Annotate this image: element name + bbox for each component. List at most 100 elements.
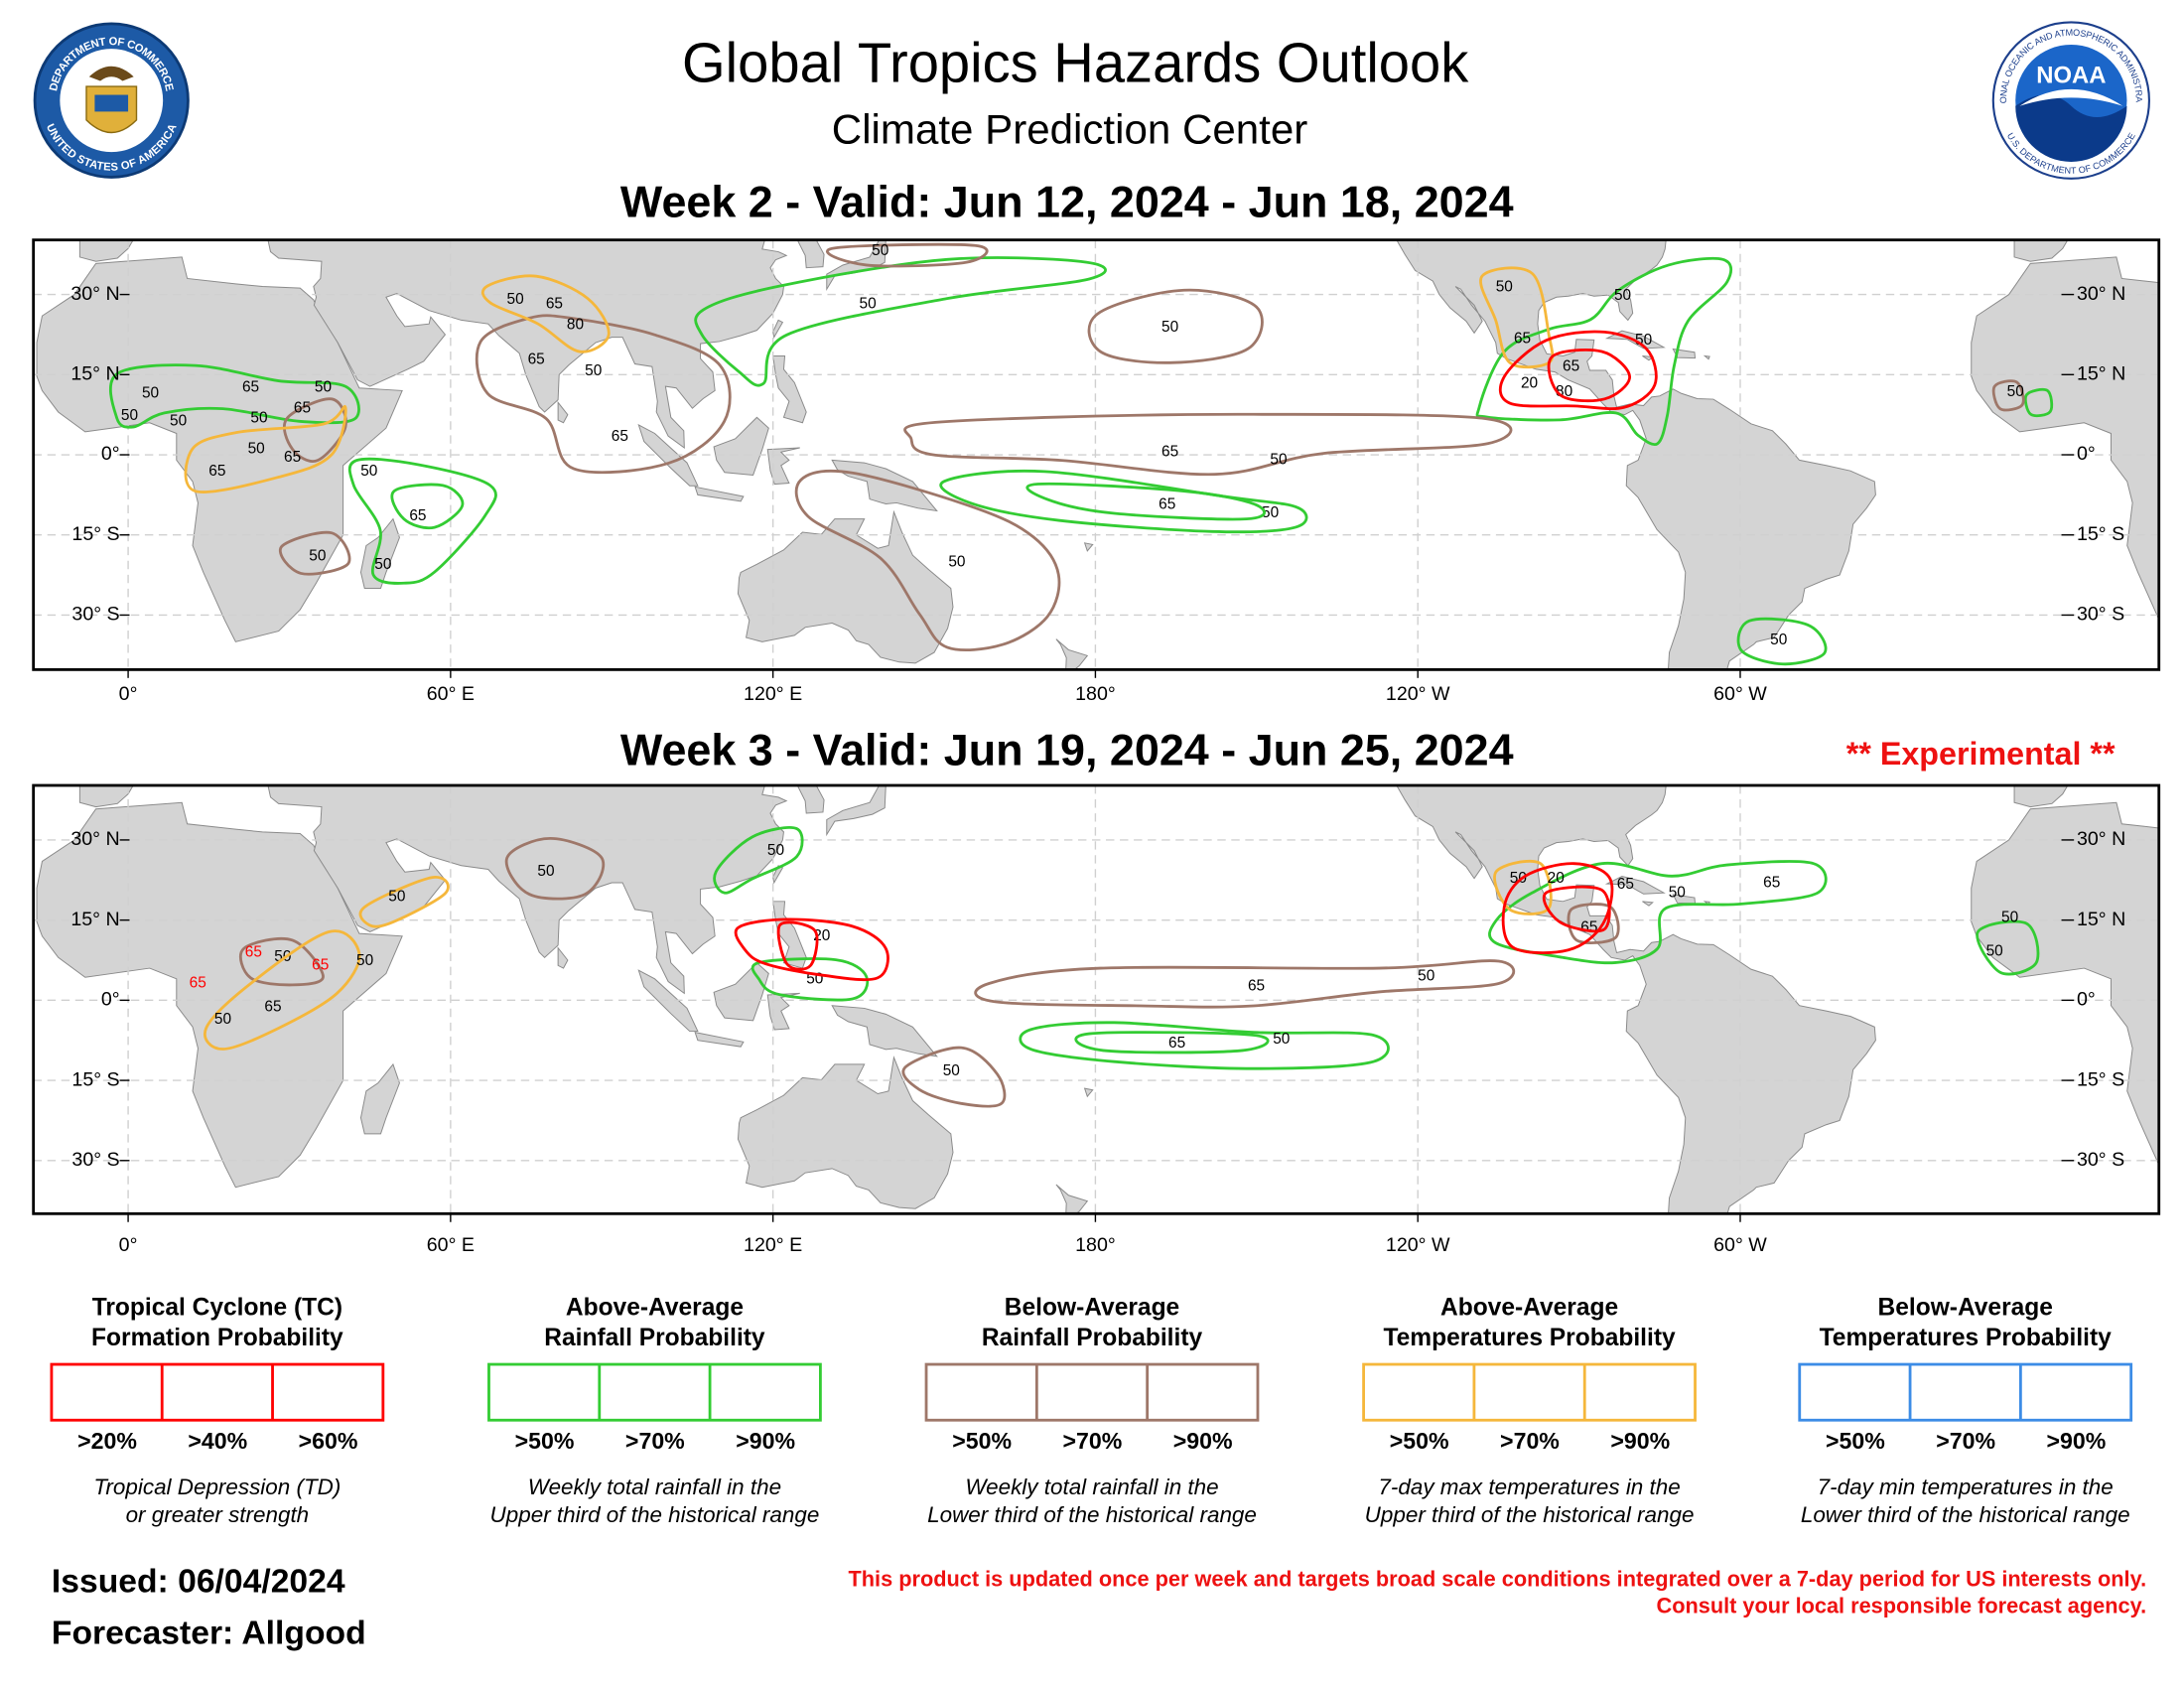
legend-box <box>1798 1362 2133 1422</box>
contour-label: 50 <box>360 463 377 480</box>
legend-level: >70% <box>625 1428 685 1454</box>
legend-description: 7-day max temperatures in the <box>1378 1475 1680 1499</box>
forecaster: Forecaster: Allgood <box>52 1616 366 1652</box>
legend-level: >70% <box>1500 1428 1560 1454</box>
legend-title: Rainfall Probability <box>544 1325 765 1351</box>
contour-label: 50 <box>1496 278 1513 295</box>
contour-label: 50 <box>1614 287 1631 304</box>
contour-label: 50 <box>315 379 332 396</box>
land <box>267 239 788 450</box>
map-title: Week 3 - Valid: Jun 19, 2024 - Jun 25, 2… <box>620 725 1514 775</box>
land <box>772 354 807 424</box>
land <box>1971 801 2159 1167</box>
land <box>737 509 954 664</box>
lon-label: 60° E <box>427 683 475 705</box>
land <box>766 447 800 486</box>
contour-label: 65 <box>245 944 262 961</box>
contour-label: 50 <box>250 410 267 427</box>
contour <box>1475 256 1733 446</box>
seal-ship <box>94 94 129 112</box>
contour <box>1498 330 1658 411</box>
lon-label: 0° <box>119 1234 138 1256</box>
contour <box>358 876 450 928</box>
legend-description: Upper third of the historical range <box>490 1502 820 1527</box>
contour-label: 65 <box>294 400 311 417</box>
lon-label: 60° W <box>1713 683 1767 705</box>
contour-label: 50 <box>142 384 159 401</box>
legend-description: Upper third of the historical range <box>1365 1502 1695 1527</box>
lat-label: 15° N <box>70 362 119 384</box>
contour-label: 65 <box>528 352 545 368</box>
contour-label: 65 <box>409 507 426 524</box>
contour <box>1087 288 1264 364</box>
contour-label: 50 <box>1669 884 1686 901</box>
contour-label: 65 <box>190 975 206 992</box>
contour-label: 50 <box>1986 942 2003 959</box>
land <box>766 992 800 1031</box>
map-frame <box>32 238 2161 671</box>
noaa-name: NOAA <box>2036 63 2106 89</box>
contour-label: 80 <box>567 316 584 333</box>
contour <box>734 917 889 982</box>
contour <box>694 256 1107 387</box>
land <box>772 865 784 885</box>
contour <box>2023 387 2054 418</box>
lat-label: 30° S <box>71 1149 119 1171</box>
lon-label: 60° E <box>427 1234 475 1256</box>
contour-label: 65 <box>208 463 225 480</box>
legend: Tropical Cyclone (TC) Formation Probabili… <box>50 1294 2133 1527</box>
lon-label: 180° <box>1075 683 1116 705</box>
legend-title: Temperatures Probability <box>1820 1325 2113 1351</box>
land <box>2013 239 2069 262</box>
land <box>1971 256 2159 622</box>
legend-item: Below-Average Temperatures Probability >50… <box>1798 1294 2133 1527</box>
contour-label: 50 <box>388 888 405 905</box>
contour-label: 50 <box>1161 319 1178 336</box>
disclaimer: This product is updated once per week an… <box>848 1567 2146 1592</box>
map-title: Week 2 - Valid: Jun 12, 2024 - Jun 18, 2… <box>620 176 1514 226</box>
land <box>772 319 784 340</box>
lat-label: 30° N <box>2077 828 2125 850</box>
contour-label: 65 <box>264 998 281 1015</box>
contour-label: 50 <box>2007 383 2024 400</box>
legend-description: or greater strength <box>126 1502 310 1527</box>
land <box>1055 1184 1089 1214</box>
contour-label: 65 <box>1248 977 1265 994</box>
contour-label: 50 <box>943 1062 960 1079</box>
contour-label: 50 <box>1262 504 1279 521</box>
contour <box>1025 482 1266 521</box>
legend-level: >90% <box>1173 1428 1233 1454</box>
contour-label: 65 <box>312 956 329 973</box>
issued-date: Issued: 06/04/2024 <box>52 1564 345 1601</box>
legend-title: Above-Average <box>1440 1294 1618 1321</box>
legend-level: >50% <box>1390 1428 1449 1454</box>
lat-label: 0° <box>101 443 120 465</box>
land <box>796 784 825 814</box>
land <box>78 784 134 808</box>
contour <box>794 469 1061 652</box>
land <box>1703 354 1710 360</box>
lat-label: 0° <box>2077 989 2096 1011</box>
contour <box>776 920 819 971</box>
contour-label: 50 <box>537 863 554 880</box>
contour-label: 65 <box>1563 358 1579 375</box>
legend-title: Above-Average <box>566 1294 744 1321</box>
contour <box>390 483 465 530</box>
contour <box>751 957 870 1002</box>
lat-label: 30° N <box>70 283 119 305</box>
lat-label: 15° S <box>2077 1068 2124 1090</box>
contour <box>1501 862 1614 954</box>
lat-label: 15° N <box>2077 909 2125 930</box>
contour-label: 65 <box>1617 876 1634 893</box>
legend-level: >50% <box>515 1428 575 1454</box>
map-frame <box>32 783 2161 1215</box>
land <box>694 486 745 502</box>
commerce-seal: DEPARTMENT OF COMMERCE UNITED STATES OF … <box>33 22 190 179</box>
contour-label: 65 <box>242 379 259 396</box>
land <box>557 400 569 424</box>
contour <box>283 397 347 463</box>
land <box>359 517 400 590</box>
